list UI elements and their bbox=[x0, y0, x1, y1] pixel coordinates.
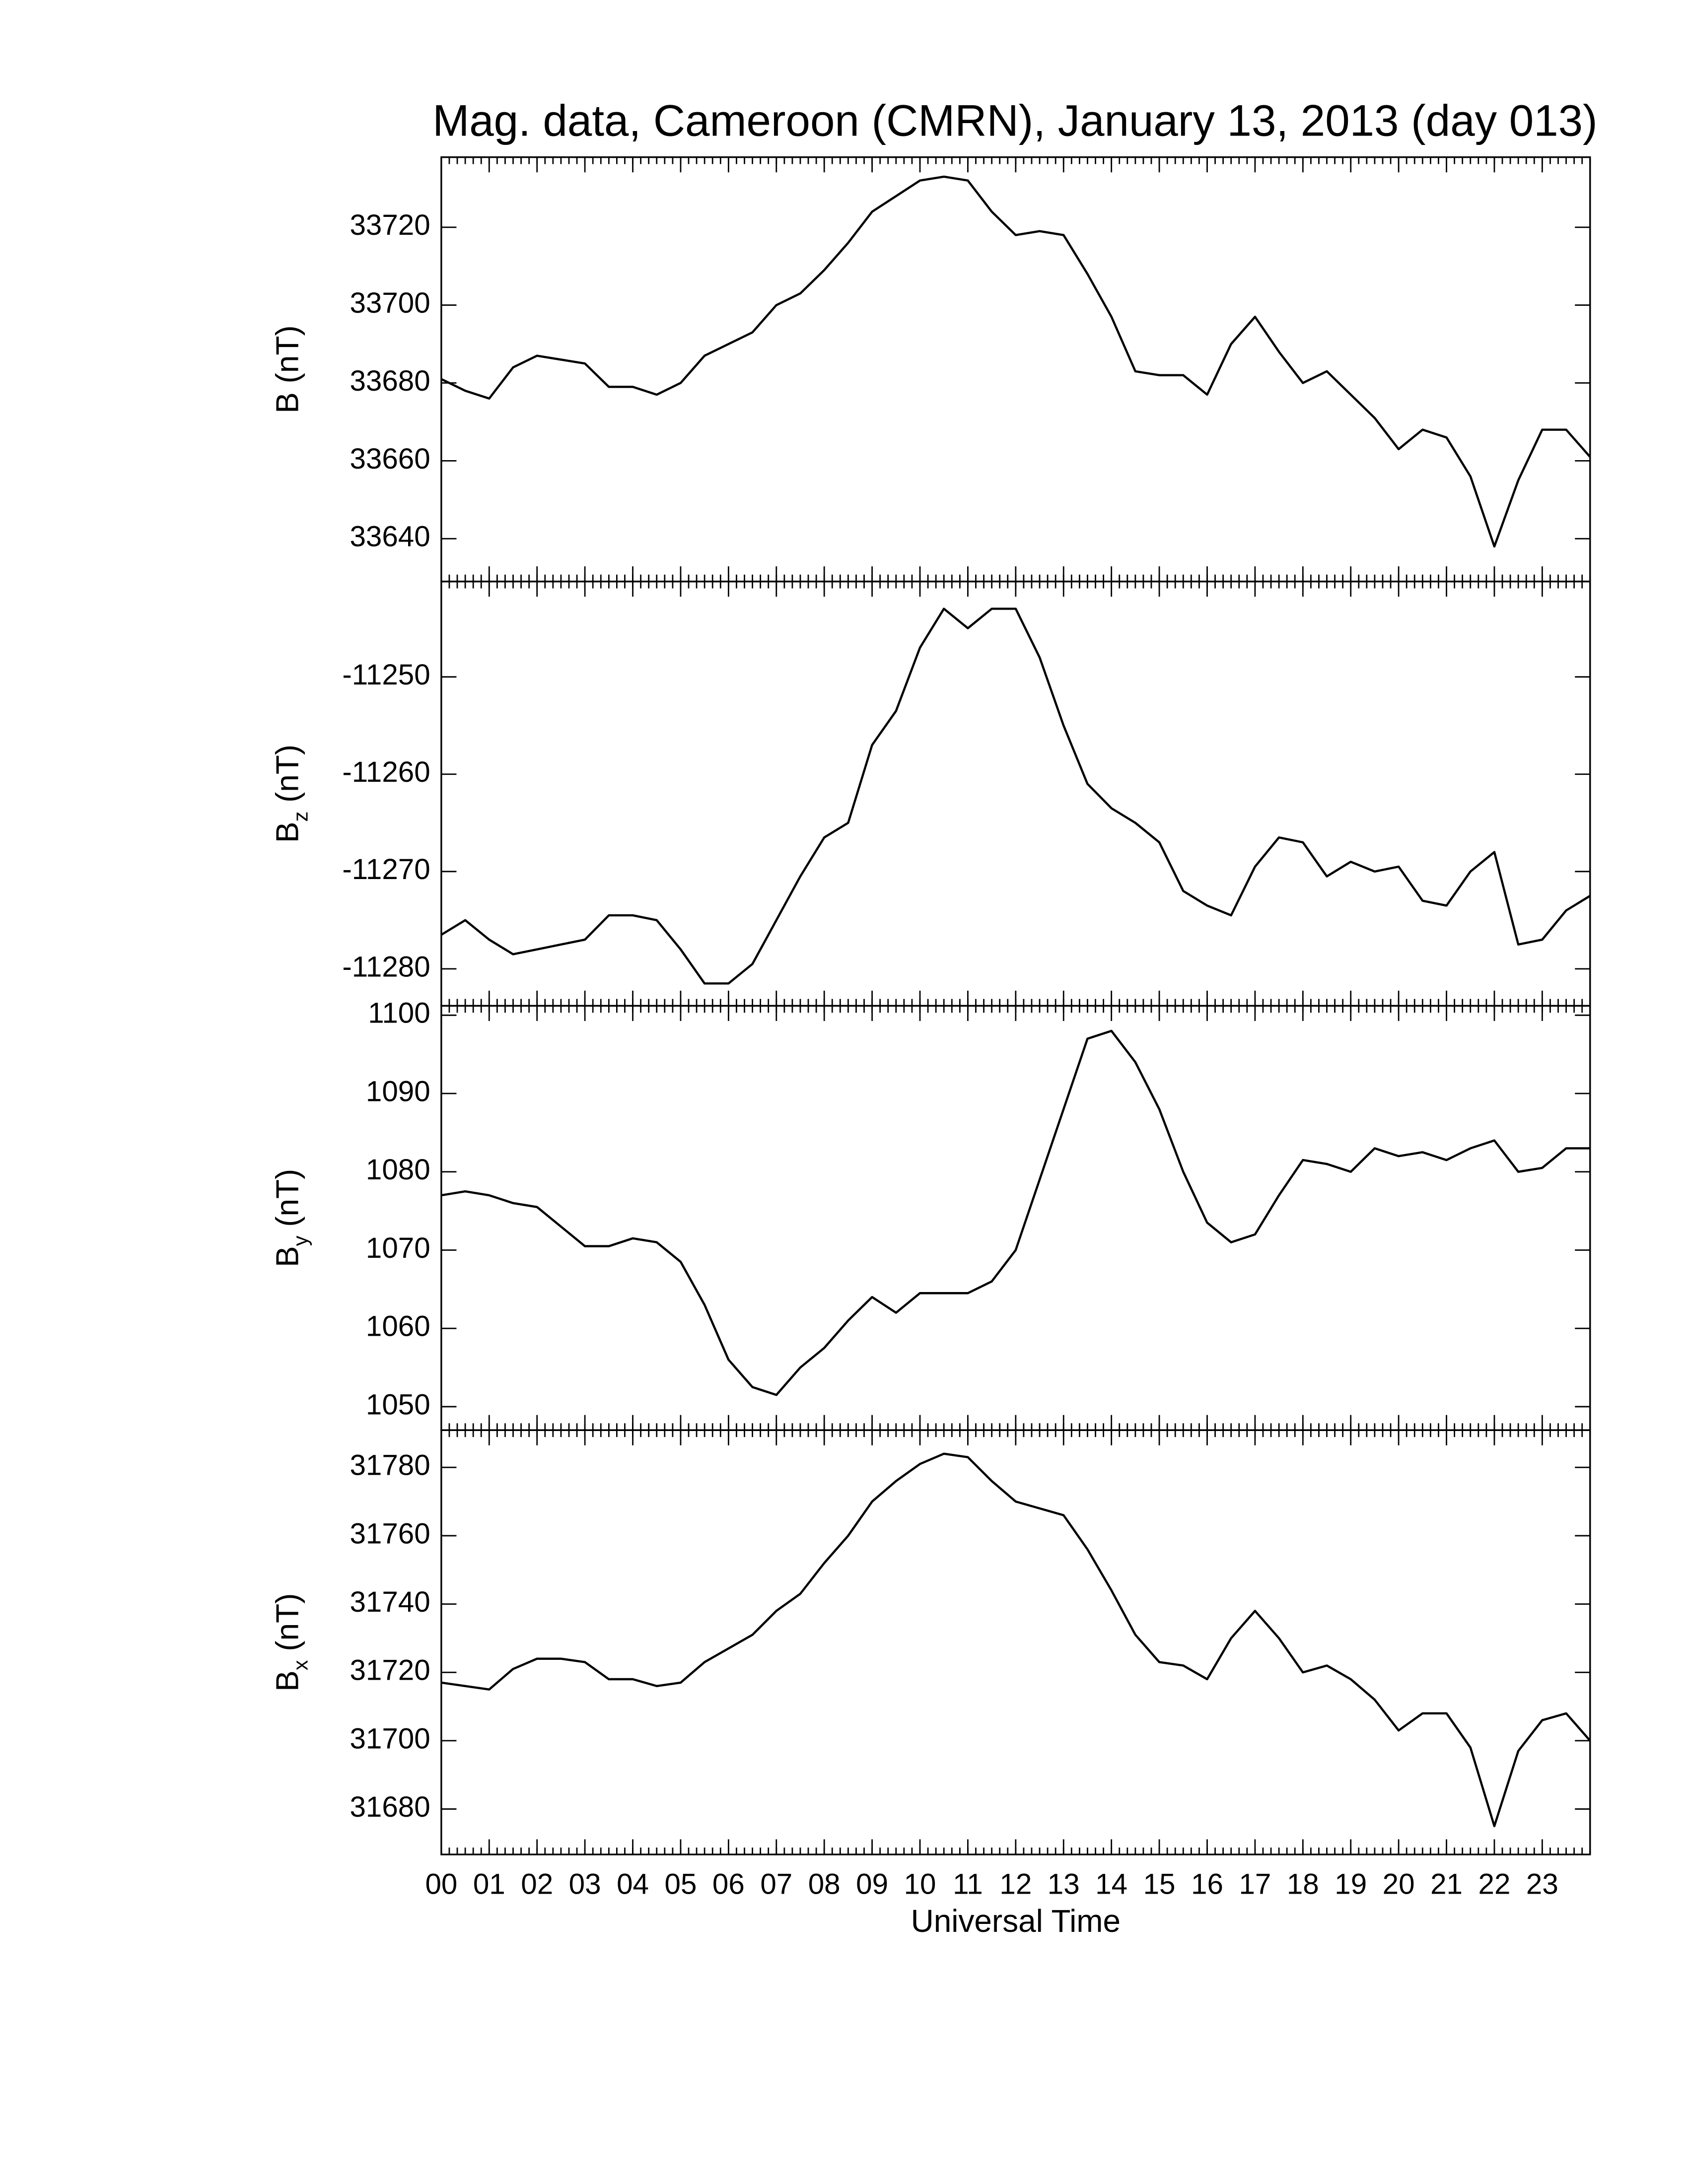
y-label-unit: (nT) bbox=[269, 745, 305, 812]
x-tick-label: 10 bbox=[904, 1868, 936, 1900]
x-tick-label: 03 bbox=[569, 1868, 601, 1900]
y-label-symbol: B bbox=[269, 821, 305, 843]
data-line bbox=[440, 175, 1591, 548]
y-tick-label: 31680 bbox=[350, 1791, 430, 1823]
y-axis-label: By (nT) bbox=[269, 1169, 312, 1267]
x-tick-label: 13 bbox=[1048, 1868, 1080, 1900]
x-tick-label: 05 bbox=[665, 1868, 697, 1900]
x-tick-label: 19 bbox=[1335, 1868, 1367, 1900]
y-tick-label: 33640 bbox=[350, 521, 430, 553]
y-label-subscript: x bbox=[288, 1660, 312, 1670]
x-tick-label: 12 bbox=[999, 1868, 1032, 1900]
y-tick-label: 33660 bbox=[350, 443, 430, 475]
data-line bbox=[440, 608, 1591, 985]
y-tick-label: 33720 bbox=[350, 209, 430, 241]
y-label-symbol: B bbox=[269, 392, 305, 413]
y-tick-label: -11250 bbox=[342, 659, 430, 691]
x-tick-label: 14 bbox=[1095, 1868, 1127, 1900]
y-tick-label: 1060 bbox=[366, 1310, 430, 1343]
x-tick-label: 21 bbox=[1430, 1868, 1463, 1900]
y-tick-label: 31740 bbox=[350, 1586, 430, 1618]
plot-frame bbox=[440, 1429, 1591, 1855]
x-tick-label: 07 bbox=[760, 1868, 792, 1900]
x-tick-label: 00 bbox=[425, 1868, 457, 1900]
x-tick-label: 16 bbox=[1191, 1868, 1223, 1900]
y-label-subscript: z bbox=[288, 812, 312, 822]
y-tick-label: 31700 bbox=[350, 1722, 430, 1755]
y-label-subscript: y bbox=[288, 1235, 312, 1246]
x-tick-label: 08 bbox=[808, 1868, 841, 1900]
y-label-unit: (nT) bbox=[269, 1169, 305, 1236]
x-tick-label: 22 bbox=[1478, 1868, 1511, 1900]
x-tick-label: 01 bbox=[473, 1868, 505, 1900]
x-tick-label: 06 bbox=[712, 1868, 745, 1900]
x-tick-label: 18 bbox=[1287, 1868, 1319, 1900]
chart-title: Mag. data, Cameroon (CMRN), January 13, … bbox=[432, 96, 1597, 145]
x-tick-label: 20 bbox=[1383, 1868, 1415, 1900]
y-tick-label: -11280 bbox=[342, 951, 430, 983]
y-label-unit: (nT) bbox=[269, 325, 305, 392]
y-tick-label: 1090 bbox=[366, 1075, 430, 1107]
y-label-unit: (nT) bbox=[269, 1593, 305, 1660]
x-axis-label: Universal Time bbox=[911, 1903, 1121, 1939]
x-tick-label: 17 bbox=[1239, 1868, 1271, 1900]
y-tick-label: -11260 bbox=[342, 756, 430, 788]
y-tick-label: 1080 bbox=[366, 1154, 430, 1186]
y-tick-label: 31720 bbox=[350, 1654, 430, 1687]
y-axis-label: B (nT) bbox=[269, 325, 305, 413]
x-tick-label: 04 bbox=[617, 1868, 649, 1900]
y-axis-label: Bz (nT) bbox=[269, 745, 312, 843]
x-tick-label: 09 bbox=[856, 1868, 888, 1900]
data-line bbox=[441, 1029, 1590, 1396]
x-tick-label: 02 bbox=[521, 1868, 553, 1900]
x-tick-label: 15 bbox=[1143, 1868, 1176, 1900]
y-tick-label: -11270 bbox=[342, 853, 430, 886]
y-tick-label: 1100 bbox=[368, 997, 430, 1029]
y-label-symbol: B bbox=[269, 1670, 305, 1692]
y-label-symbol: B bbox=[269, 1246, 305, 1267]
y-tick-label: 31780 bbox=[350, 1449, 430, 1482]
y-tick-label: 33680 bbox=[350, 365, 430, 397]
y-tick-label: 1050 bbox=[366, 1388, 430, 1421]
y-axis-label: Bx (nT) bbox=[269, 1593, 312, 1692]
y-tick-label: 1070 bbox=[366, 1232, 430, 1264]
x-tick-label: 11 bbox=[953, 1868, 983, 1900]
data-line bbox=[441, 1452, 1591, 1828]
x-tick-label: 23 bbox=[1526, 1868, 1558, 1900]
y-tick-label: 31760 bbox=[350, 1517, 430, 1550]
y-tick-label: 33700 bbox=[350, 287, 430, 319]
